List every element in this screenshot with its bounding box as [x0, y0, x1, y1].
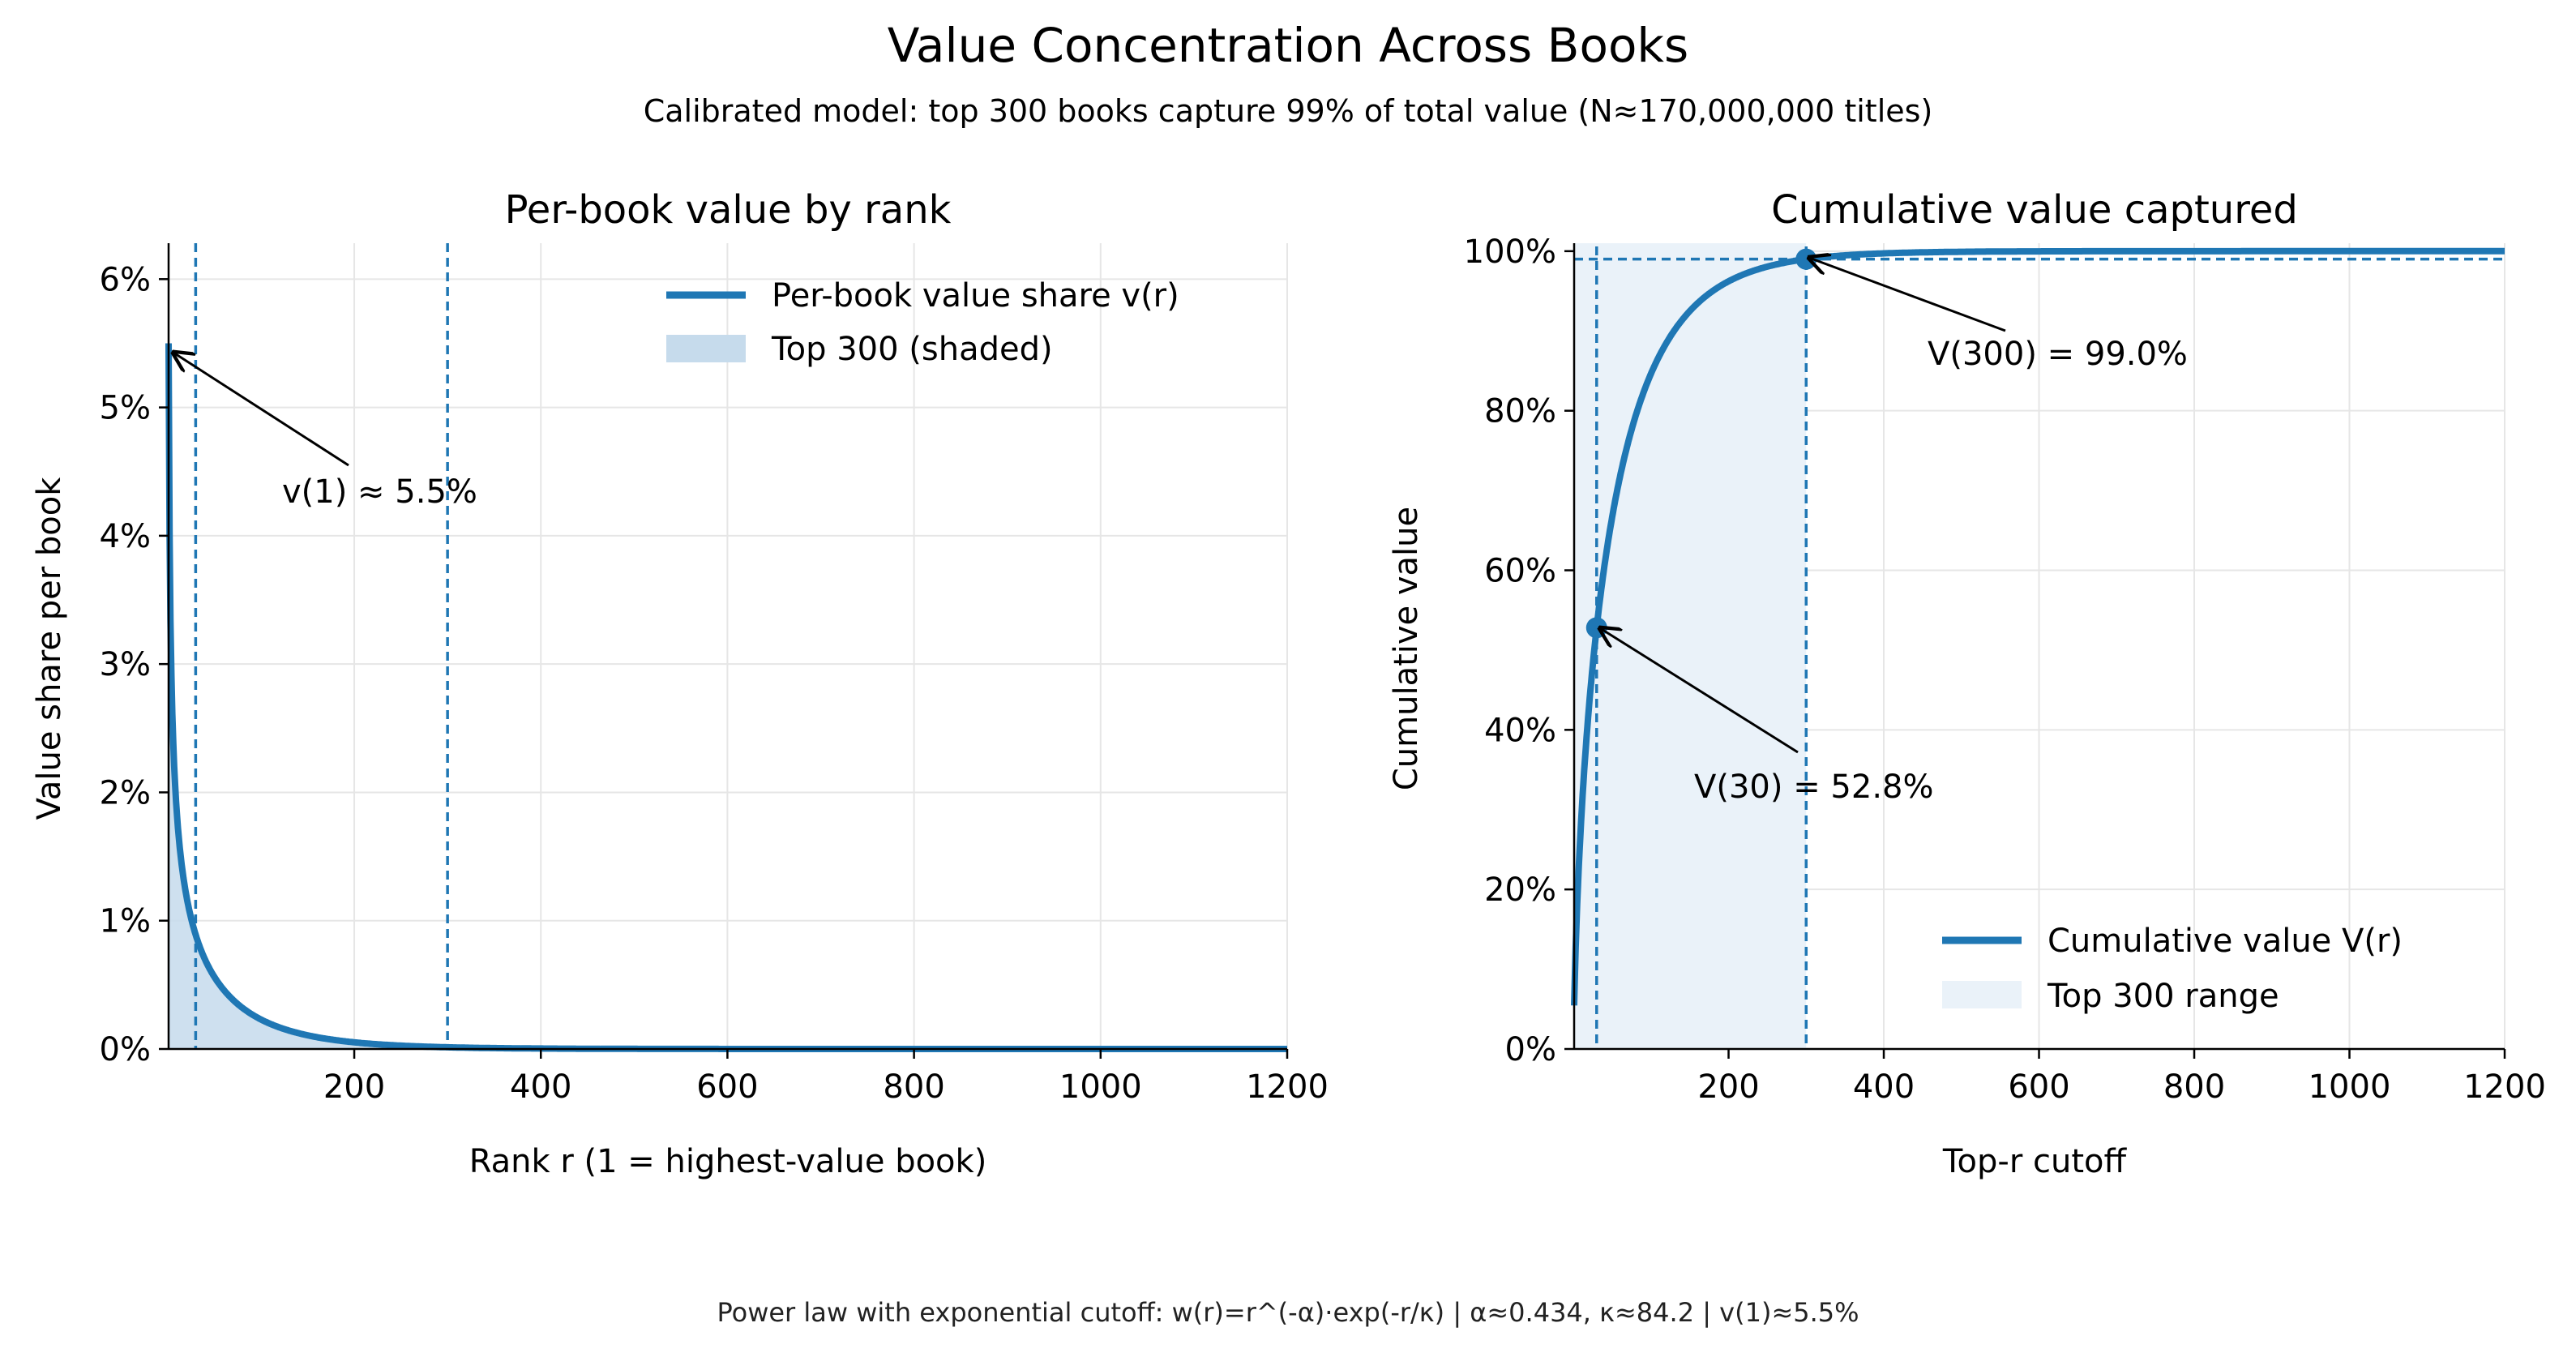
left-chart-title: Per-book value by rank: [505, 187, 952, 233]
cumulative-value-chart: 200 400 600 800 1000 1200 0%20%40%60%80%100% …: [1388, 187, 2546, 1180]
right-x-tick-label: 600: [2008, 1068, 2069, 1106]
right-y-tick-label: 40%: [1484, 712, 1556, 749]
left-annotation-v1: v(1) ≈ 5.5%: [282, 473, 477, 511]
figure-title: Value Concentration Across Books: [888, 18, 1689, 73]
left-x-tick-label: 1200: [1246, 1068, 1329, 1106]
left-y-tick-label: 0%: [100, 1031, 151, 1068]
right-annotation-v300: V(300) = 99.0%: [1928, 336, 2188, 373]
right-y-axis-label: Cumulative value: [1388, 507, 1425, 790]
figure-subtitle: Calibrated model: top 300 books capture …: [644, 93, 1933, 129]
right-top300-shading: [1574, 243, 1807, 1049]
right-y-tick-label: 0%: [1505, 1031, 1556, 1068]
right-marker-30: [1585, 617, 1607, 639]
left-x-tick-label: 400: [510, 1068, 571, 1106]
left-x-axis-label: Rank r (1 = highest-value book): [469, 1143, 987, 1180]
right-x-ticks: 200 400 600 800 1000 1200: [1697, 1049, 2546, 1106]
left-annotation-arrow: [173, 353, 349, 467]
right-legend-series-label: Cumulative value V(r): [2048, 923, 2403, 960]
left-x-tick-label: 600: [696, 1068, 758, 1106]
left-x-tick-label: 800: [883, 1068, 944, 1106]
left-y-tick-label: 6%: [100, 261, 151, 298]
right-x-tick-label: 800: [2163, 1068, 2225, 1106]
left-y-tick-label: 1%: [100, 903, 151, 940]
right-chart-title: Cumulative value captured: [1771, 187, 2298, 233]
left-y-tick-label: 3%: [100, 646, 151, 683]
left-vlines: [169, 243, 449, 1049]
left-y-tick-label: 5%: [100, 390, 151, 427]
figure-footnote: Power law with exponential cutoff: w(r)=…: [717, 1297, 1859, 1328]
right-x-tick-label: 1000: [2309, 1068, 2391, 1106]
left-y-tick-label: 4%: [100, 518, 151, 555]
right-x-axis-label: Top-r cutoff: [1942, 1143, 2128, 1180]
left-legend: Per-book value share v(r) Top 300 (shade…: [666, 277, 1179, 368]
left-legend-shade-swatch: [666, 335, 746, 362]
right-x-tick-label: 1200: [2463, 1068, 2546, 1106]
left-area-fill: [169, 343, 448, 1049]
left-legend-shade-label: Top 300 (shaded): [771, 331, 1053, 368]
left-x-tick-label: 200: [323, 1068, 385, 1106]
right-legend-shade-label: Top 300 range: [2047, 978, 2279, 1015]
right-legend: Cumulative value V(r) Top 300 range: [1942, 923, 2403, 1015]
right-annotation-arrow-30: [1600, 628, 1799, 754]
left-grid: [169, 243, 1288, 1050]
left-x-tick-label: 1000: [1059, 1068, 1142, 1106]
left-y-tick-label: 2%: [100, 774, 151, 811]
right-legend-shade-swatch: [1942, 981, 2022, 1008]
right-y-tick-label: 60%: [1484, 553, 1556, 590]
per-book-value-chart: 200 400 600 800 1000 1200 0% 1% 2% 3% 4% 5% 6% Per-…: [31, 187, 1329, 1180]
right-x-tick-label: 200: [1697, 1068, 1759, 1106]
left-y-axis-label: Value share per book: [31, 477, 68, 820]
right-y-tick-label: 80%: [1484, 393, 1556, 430]
right-annotation-arrow-300: [1809, 258, 2006, 332]
right-y-tick-label: 100%: [1464, 233, 1556, 271]
right-series-line: [1571, 247, 2505, 1006]
right-y-tick-label: 20%: [1484, 871, 1556, 909]
left-y-ticks: 0% 1% 2% 3% 4% 5% 6%: [100, 261, 169, 1068]
left-x-ticks: 200 400 600 800 1000 1200: [323, 1049, 1329, 1106]
right-annotation-v30: V(30) = 52.8%: [1694, 768, 1934, 806]
left-legend-series-label: Per-book value share v(r): [772, 277, 1179, 315]
right-y-ticks: 0% 20% 40% 60% 80% 100%: [1464, 233, 1574, 1068]
right-x-tick-label: 400: [1853, 1068, 1915, 1106]
